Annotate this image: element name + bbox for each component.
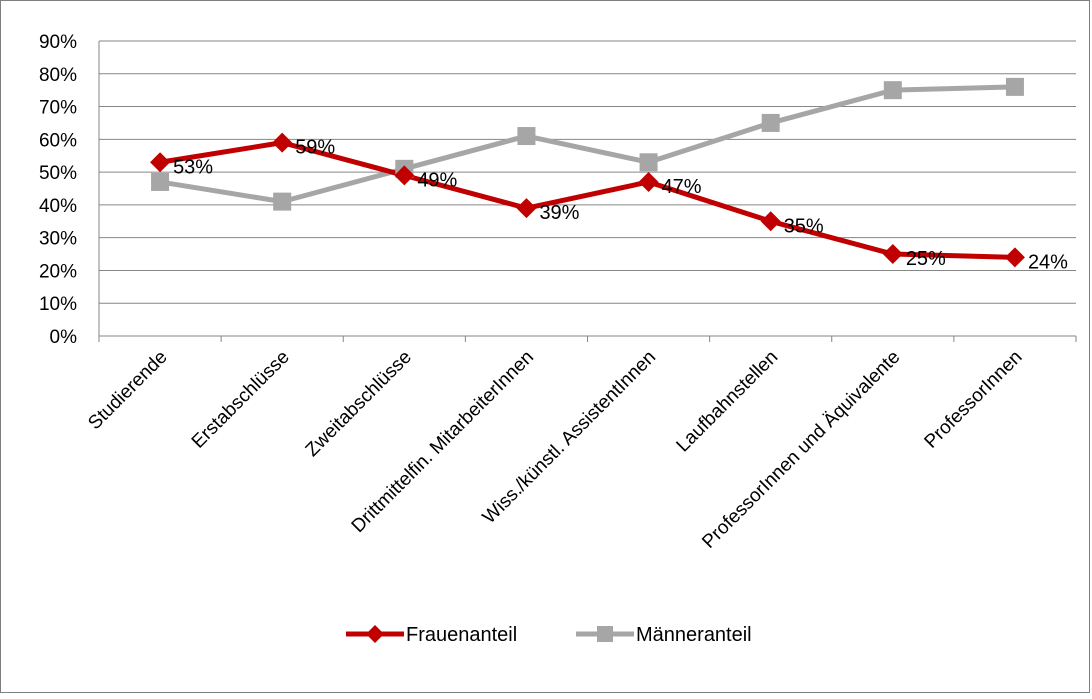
legend-marker-manneranteil [597, 626, 613, 642]
marker-frauenanteil [394, 165, 415, 186]
data-label: 39% [539, 202, 579, 224]
y-tick-label: 90% [39, 32, 77, 53]
marker-frauenanteil [1004, 247, 1025, 268]
marker-frauenanteil [882, 244, 903, 265]
y-tick-label: 40% [39, 196, 77, 217]
marker-manneranteil [1005, 77, 1024, 96]
y-tick-label: 20% [39, 261, 77, 282]
data-labels: 53% 59% 49% 39% 47% 35% 25% 24% [173, 137, 1068, 274]
marker-frauenanteil [638, 171, 659, 192]
marker-manneranteil [517, 127, 536, 146]
category-label-studierende: Studierende [84, 347, 171, 434]
data-label: 35% [784, 215, 824, 237]
category-label-professorinnen: ProfessorInnen [921, 347, 1027, 453]
marker-manneranteil [639, 153, 658, 172]
y-tick-label: 10% [39, 294, 77, 315]
data-label: 53% [173, 156, 213, 178]
category-label-erstabschlusse: Erstabschlüsse [188, 347, 294, 453]
marker-frauenanteil [272, 132, 293, 153]
data-label: 47% [662, 176, 702, 198]
data-label: 25% [906, 248, 946, 270]
category-label-professorinnen-und-aquivalente: ProfessorInnen und Äquivalente [698, 347, 904, 553]
marker-frauenanteil [150, 152, 171, 173]
category-label-laufbahnstellen: Laufbahnstellen [672, 347, 782, 457]
x-axis [98, 41, 1077, 342]
y-tick-label: 70% [39, 98, 77, 119]
marker-frauenanteil [516, 198, 537, 219]
marker-manneranteil [883, 81, 902, 100]
y-axis-ticks: 0% 10% 20% 30% 40% 50% 60% 70% 80% 90% [39, 32, 77, 348]
series-line-manneranteil [159, 84, 1016, 205]
series-line-frauenanteil [159, 140, 1016, 260]
legend-label-manneranteil: Männeranteil [636, 624, 752, 646]
legend-marker-frauenanteil [366, 625, 384, 643]
legend: Frauenanteil Männeranteil [346, 624, 752, 646]
series-lines [159, 84, 1016, 260]
y-tick-label: 30% [39, 229, 77, 250]
y-tick-label: 60% [39, 130, 77, 151]
category-label-zweitabschlusse: Zweitabschlüsse [302, 347, 416, 461]
marker-manneranteil [761, 113, 780, 132]
marker-manneranteil [151, 172, 170, 191]
y-tick-label: 80% [39, 65, 77, 86]
data-label: 49% [417, 169, 457, 191]
marker-frauenanteil [760, 211, 781, 232]
grid-lines [99, 40, 1076, 304]
y-tick-label: 50% [39, 163, 77, 184]
marker-manneranteil [273, 192, 292, 211]
series-markers [150, 77, 1025, 268]
data-label: 59% [295, 137, 335, 159]
data-label: 24% [1028, 251, 1068, 273]
y-tick-label: 0% [50, 327, 78, 348]
x-axis-category-labels: Studierende Erstabschlüsse Zweitabschlüsse… [84, 347, 1026, 553]
legend-label-frauenanteil: Frauenanteil [406, 624, 517, 646]
